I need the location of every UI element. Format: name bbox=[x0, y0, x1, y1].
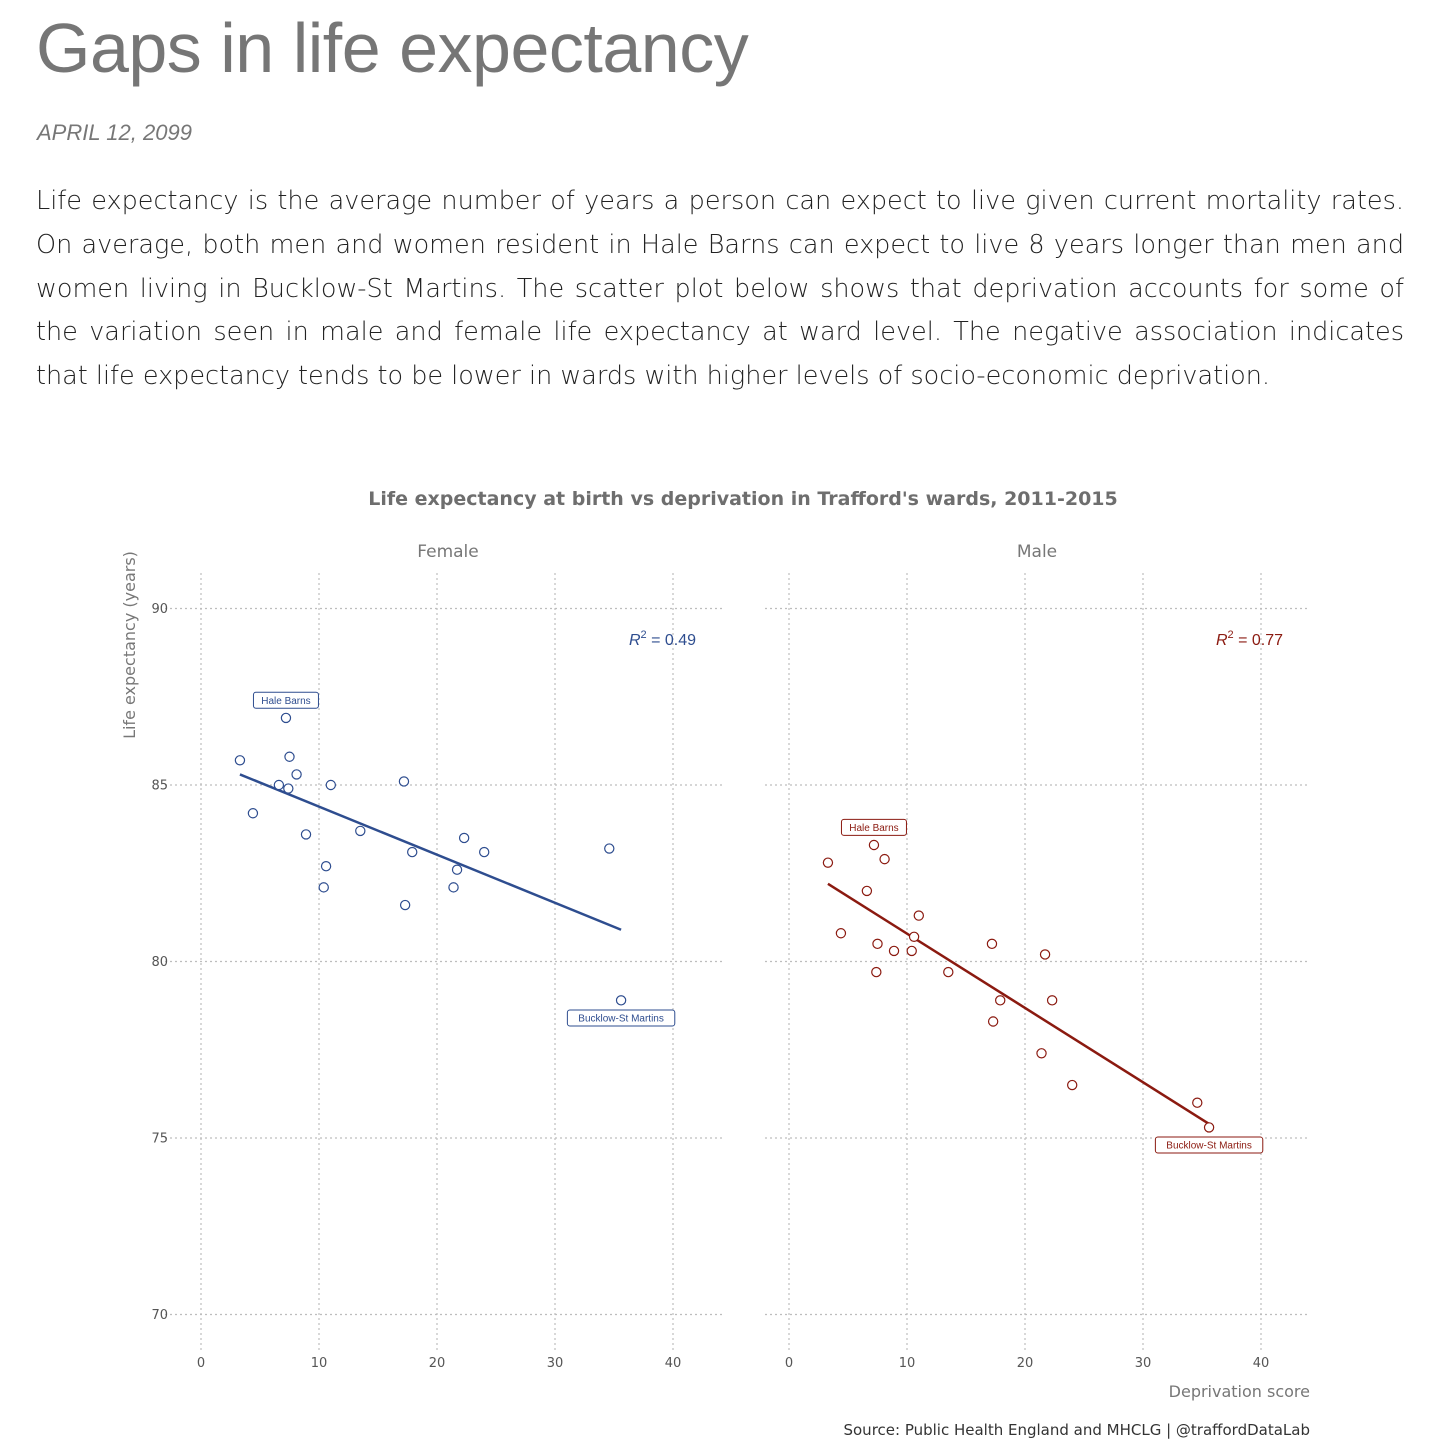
x-tick-label: 20 bbox=[429, 1356, 446, 1371]
data-point bbox=[451, 864, 463, 875]
data-point bbox=[273, 779, 285, 791]
data-point bbox=[871, 966, 882, 978]
data-point bbox=[458, 832, 470, 844]
data-point bbox=[908, 931, 920, 942]
ward-label: Hale Barns bbox=[252, 691, 319, 709]
data-point bbox=[943, 966, 954, 978]
page-title: Gaps in life expectancy bbox=[36, 9, 749, 87]
scatter-chart: Life expectancy at birth vs deprivation … bbox=[120, 488, 1310, 1439]
y-tick-label: 85 bbox=[151, 779, 168, 794]
x-tick-label: 30 bbox=[547, 1356, 564, 1371]
x-tick-label: 0 bbox=[197, 1356, 205, 1371]
data-point bbox=[1046, 995, 1058, 1006]
ward-label-box bbox=[252, 691, 319, 709]
data-point bbox=[861, 885, 873, 897]
panel-female: Female 0 10 20 30 40 70 75 80 85 90 R2 = 0.49 Hale B… bbox=[151, 542, 723, 1371]
ward-label-box bbox=[840, 818, 907, 836]
ward-label-box bbox=[1154, 1136, 1264, 1154]
data-point bbox=[835, 928, 847, 939]
data-point bbox=[906, 945, 917, 957]
y-tick-label: 75 bbox=[151, 1132, 168, 1147]
x-tick-label: 30 bbox=[1135, 1356, 1152, 1371]
data-point bbox=[398, 776, 410, 787]
x-axis-label: Deprivation score bbox=[1169, 1382, 1310, 1401]
ward-label-text: Bucklow-St Martins bbox=[578, 1013, 664, 1024]
intro-paragraph: Life expectancy is the average number of… bbox=[36, 186, 1404, 392]
x-tick-label: 20 bbox=[1017, 1356, 1034, 1371]
x-tick-label: 10 bbox=[899, 1356, 916, 1371]
data-point bbox=[822, 857, 834, 868]
ward-label: Hale Barns bbox=[840, 818, 907, 836]
data-point bbox=[872, 938, 883, 950]
ward-label-text: Hale Barns bbox=[261, 696, 310, 707]
trend-line bbox=[239, 773, 622, 931]
x-tick-label: 40 bbox=[665, 1356, 682, 1371]
data-point bbox=[995, 995, 1006, 1006]
ward-label: Bucklow-St Martins bbox=[566, 1009, 676, 1027]
y-axis-label: Life expectancy (years) bbox=[120, 551, 139, 739]
r-squared-label: R2 = 0.49 bbox=[629, 629, 696, 649]
data-point bbox=[986, 938, 998, 950]
x-tick-label: 10 bbox=[311, 1356, 328, 1371]
data-point bbox=[284, 751, 295, 762]
x-tick-label: 40 bbox=[1253, 1356, 1270, 1371]
data-point bbox=[291, 769, 302, 780]
data-point bbox=[888, 945, 900, 957]
y-tick-label: 70 bbox=[151, 1308, 168, 1323]
data-point bbox=[1039, 949, 1051, 960]
data-point bbox=[300, 829, 312, 840]
ward-label-box bbox=[566, 1009, 676, 1027]
data-point bbox=[1192, 1097, 1203, 1108]
panel-male: Male 0 10 20 30 40 R2 = 0.77 Hale Barns Bucklow-… bbox=[765, 542, 1310, 1371]
data-point bbox=[407, 846, 418, 858]
ward-label-text: Bucklow-St Martins bbox=[1166, 1141, 1252, 1152]
panel-strip-label: Male bbox=[1017, 542, 1057, 562]
chart-caption: Source: Public Health England and MHCLG … bbox=[843, 1421, 1310, 1439]
x-tick-label: 0 bbox=[785, 1356, 793, 1371]
data-point bbox=[355, 825, 366, 837]
data-point bbox=[280, 712, 292, 724]
data-point bbox=[1036, 1048, 1047, 1059]
data-point bbox=[399, 899, 411, 911]
data-point bbox=[247, 808, 259, 819]
data-point bbox=[879, 853, 890, 865]
chart-title: Life expectancy at birth vs deprivation … bbox=[368, 488, 1117, 510]
data-point bbox=[604, 843, 615, 854]
data-point bbox=[1066, 1079, 1078, 1091]
panel-strip-label: Female bbox=[417, 542, 478, 562]
data-point bbox=[318, 882, 329, 893]
y-tick-label: 90 bbox=[151, 602, 168, 617]
data-point bbox=[868, 839, 880, 851]
data-point bbox=[987, 1016, 999, 1027]
data-point bbox=[448, 882, 459, 893]
ward-label: Bucklow-St Martins bbox=[1154, 1136, 1264, 1154]
data-point bbox=[615, 995, 627, 1006]
data-point bbox=[320, 860, 332, 872]
trend-line bbox=[827, 882, 1210, 1125]
data-point bbox=[283, 783, 294, 794]
post-date: APRIL 12, 2099 bbox=[37, 120, 192, 145]
ward-label-text: Hale Barns bbox=[849, 823, 898, 834]
data-point bbox=[1203, 1122, 1215, 1133]
y-tick-label: 80 bbox=[151, 955, 168, 970]
data-point bbox=[913, 910, 925, 921]
data-point bbox=[325, 779, 336, 791]
data-point bbox=[479, 846, 490, 858]
r-squared-label: R2 = 0.77 bbox=[1216, 629, 1283, 649]
data-point bbox=[234, 755, 246, 766]
